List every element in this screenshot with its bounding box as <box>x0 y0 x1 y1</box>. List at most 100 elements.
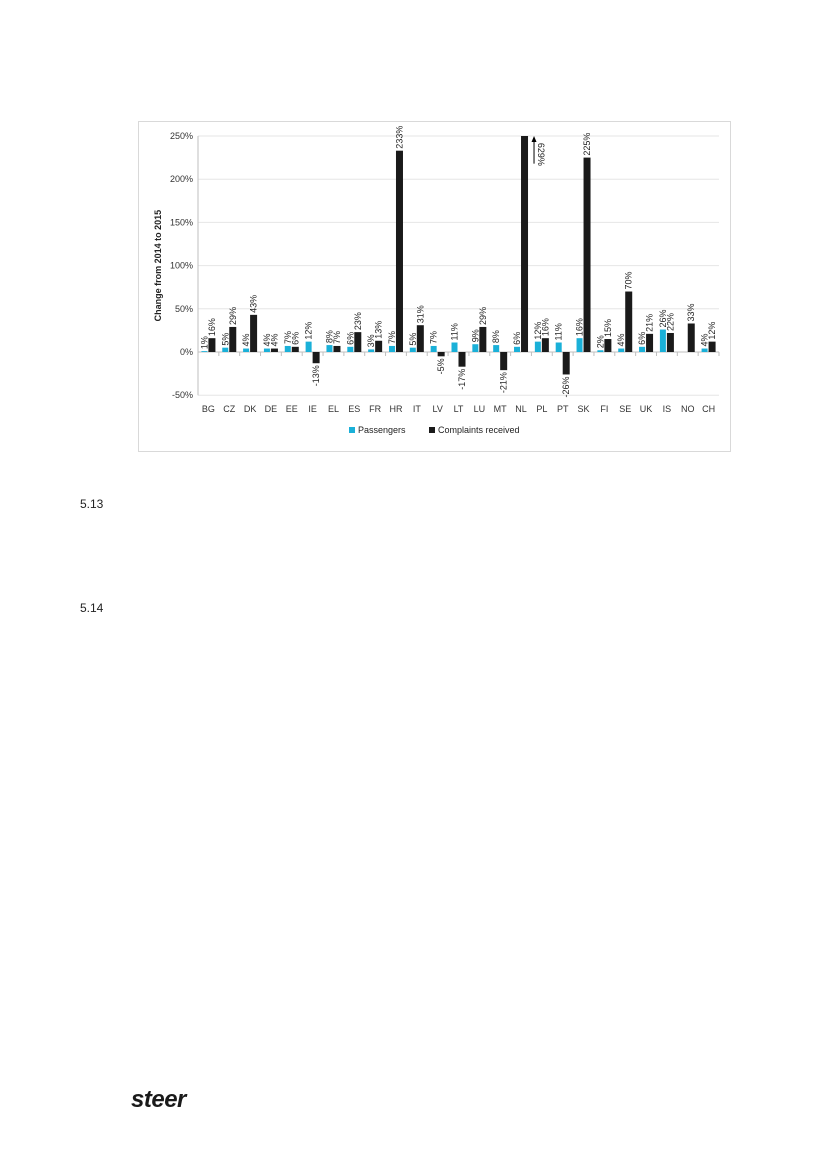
data-label: 26% <box>658 310 668 328</box>
chart-container: -50% 0% 50% 100% 150% 200% 250% Change from 201… <box>138 121 731 452</box>
steer-logo: steer <box>131 1086 186 1113</box>
bar-complaints <box>521 136 529 352</box>
bar-passengers <box>222 347 229 352</box>
data-label: 9% <box>470 329 480 342</box>
x-tick-label: LV <box>432 404 442 414</box>
data-label: 31% <box>415 305 425 323</box>
data-label: 4% <box>241 334 251 347</box>
bar-passengers <box>472 344 479 352</box>
data-label: 11% <box>554 323 564 340</box>
x-tick-label: ES <box>348 404 360 414</box>
bar-complaints <box>583 157 591 352</box>
bar-complaints <box>208 338 216 352</box>
data-label: -5% <box>436 358 446 374</box>
bar-complaints <box>375 340 383 352</box>
data-label: 7% <box>429 331 439 344</box>
x-tick-label: LU <box>474 404 486 414</box>
bar-passengers <box>368 349 375 352</box>
x-tick-label: BG <box>202 404 215 414</box>
bar-passengers <box>430 345 437 352</box>
data-label: 7% <box>283 331 293 344</box>
y-axis-label: Change from 2014 to 2015 <box>153 210 163 322</box>
x-tick-label: UK <box>640 404 653 414</box>
bar-complaints <box>687 323 695 352</box>
bar-passengers <box>493 345 500 352</box>
legend-swatch <box>349 427 355 433</box>
x-tick-label: IE <box>308 404 317 414</box>
bar-chart: -50% 0% 50% 100% 150% 200% 250% Change from 201… <box>153 126 720 435</box>
bar-passengers <box>618 348 625 352</box>
bar-passengers <box>263 348 270 352</box>
bar-passengers <box>388 345 395 352</box>
data-label: 33% <box>686 303 696 321</box>
data-label: 8% <box>491 330 501 343</box>
legend-label: Complaints received <box>438 425 520 435</box>
data-label: 6% <box>637 332 647 345</box>
data-label: -13% <box>311 365 321 386</box>
data-label: 15% <box>603 319 613 337</box>
data-label: 2% <box>595 335 605 348</box>
x-tick-label: DK <box>244 404 257 414</box>
data-label: 629% <box>536 143 546 166</box>
legend-swatch <box>429 427 435 433</box>
bar-complaints <box>229 326 237 352</box>
bar-complaints <box>354 332 362 352</box>
bar-complaints <box>312 352 320 364</box>
x-tick-label: NO <box>681 404 695 414</box>
paragraph-number: 5.14 <box>80 601 104 615</box>
x-tick-label: FR <box>369 404 381 414</box>
data-label: 22% <box>665 313 675 331</box>
data-label: -26% <box>561 376 571 397</box>
data-label: 4% <box>262 334 272 347</box>
y-tick-label: -50% <box>172 390 193 400</box>
data-label: 7% <box>387 331 397 344</box>
x-tick-label: CZ <box>223 404 235 414</box>
data-label: 1% <box>199 336 209 349</box>
bar-passengers <box>659 329 666 352</box>
arrow-icon <box>531 136 537 143</box>
data-label: 23% <box>353 312 363 330</box>
x-tick-label: SK <box>578 404 590 414</box>
bar-complaints <box>666 332 674 352</box>
bar-complaints <box>270 348 278 352</box>
x-tick-label: EE <box>286 404 298 414</box>
bar-complaints <box>250 314 258 352</box>
bar-passengers <box>347 346 354 352</box>
legend-label: Passengers <box>358 425 406 435</box>
x-tick-label: HR <box>389 404 402 414</box>
bar-passengers <box>701 348 708 352</box>
data-label: 5% <box>220 333 230 346</box>
paragraph-number: 5.13 <box>80 497 104 511</box>
bar-complaints <box>708 341 716 352</box>
x-tick-label: PL <box>536 404 547 414</box>
x-tick-label: MT <box>494 404 507 414</box>
x-tick-label: IS <box>663 404 672 414</box>
data-label: 4% <box>616 334 626 347</box>
bar-complaints <box>458 352 466 367</box>
data-label: -17% <box>457 369 467 390</box>
data-label: 6% <box>345 332 355 345</box>
y-tick-label: 100% <box>170 261 193 271</box>
data-label: 8% <box>324 330 334 343</box>
data-label: 12% <box>304 322 314 340</box>
bar-complaints <box>541 338 549 352</box>
bar-complaints <box>562 352 570 375</box>
x-tick-label: FI <box>600 404 608 414</box>
bar-complaints <box>625 291 633 352</box>
data-label: 13% <box>374 321 384 339</box>
x-tick-label: PT <box>557 404 569 414</box>
data-label: 12% <box>707 322 717 340</box>
bar-passengers <box>326 345 333 352</box>
data-label: 16% <box>207 318 217 336</box>
bar-passengers <box>576 338 583 352</box>
data-label: 4% <box>269 334 279 347</box>
bar-passengers <box>201 351 208 352</box>
data-label: 5% <box>408 333 418 346</box>
x-tick-label: DE <box>265 404 278 414</box>
x-tick-label: EL <box>328 404 339 414</box>
data-label: 12% <box>533 322 543 340</box>
bar-passengers <box>243 348 250 352</box>
bar-complaints <box>437 352 445 357</box>
x-tick-label: SE <box>619 404 631 414</box>
bar-complaints <box>416 325 424 352</box>
